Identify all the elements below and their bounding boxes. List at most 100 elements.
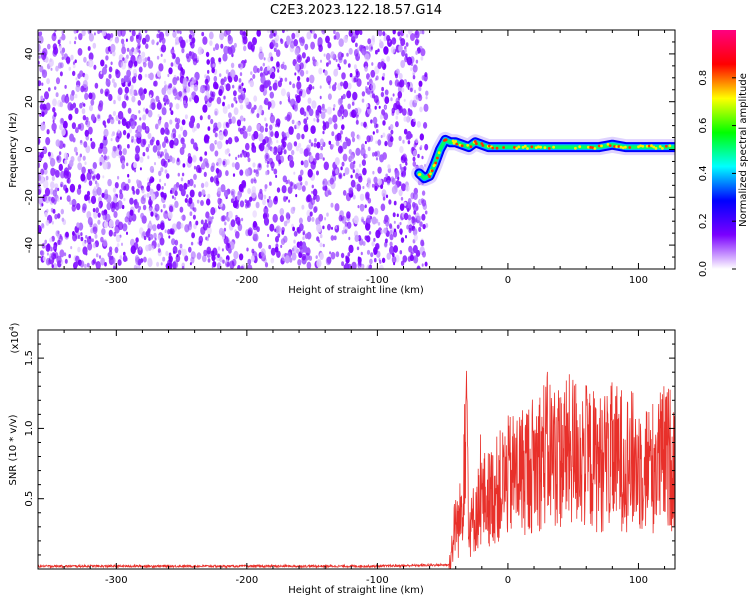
noise-speckle bbox=[73, 30, 77, 34]
noise-speckle bbox=[334, 203, 340, 212]
noise-speckle bbox=[218, 89, 223, 96]
noise-speckle bbox=[288, 126, 294, 135]
noise-speckle bbox=[314, 138, 317, 143]
colorbar: 0.00.20.40.60.8 Normalized spectral ampl… bbox=[698, 30, 749, 277]
signal-peak-point bbox=[652, 145, 656, 149]
noise-speckle bbox=[343, 172, 346, 177]
noise-speckle bbox=[117, 87, 123, 96]
noise-speckle bbox=[136, 179, 140, 185]
noise-speckle bbox=[310, 41, 315, 50]
noise-speckle bbox=[189, 81, 194, 88]
noise-speckle bbox=[128, 128, 132, 134]
noise-speckle bbox=[108, 229, 113, 237]
noise-speckle bbox=[373, 237, 376, 242]
noise-speckle bbox=[401, 108, 407, 116]
noise-speckle bbox=[389, 124, 394, 130]
noise-speckle bbox=[373, 95, 379, 104]
noise-speckle bbox=[121, 163, 125, 170]
noise-speckle bbox=[316, 118, 320, 123]
noise-speckle bbox=[189, 180, 193, 185]
noise-speckle bbox=[125, 38, 128, 42]
noise-speckle bbox=[315, 152, 320, 161]
noise-speckle bbox=[133, 199, 138, 206]
noise-speckle bbox=[359, 263, 362, 267]
noise-speckle bbox=[382, 193, 386, 198]
noise-speckle bbox=[287, 142, 293, 151]
noise-speckle bbox=[377, 61, 382, 70]
noise-speckle bbox=[252, 37, 257, 46]
noise-speckle bbox=[44, 91, 49, 100]
noise-speckle bbox=[319, 242, 323, 248]
noise-speckle bbox=[375, 157, 379, 161]
noise-speckle bbox=[264, 117, 267, 122]
noise-speckle bbox=[46, 208, 49, 213]
noise-speckle bbox=[368, 231, 372, 235]
noise-speckle bbox=[341, 124, 345, 130]
noise-speckle bbox=[120, 61, 127, 70]
noise-speckle bbox=[108, 66, 113, 73]
noise-speckle bbox=[393, 200, 397, 206]
colorbar-tick-label: 0.8 bbox=[698, 70, 709, 86]
noise-speckle bbox=[206, 59, 210, 65]
noise-speckle bbox=[90, 137, 93, 142]
noise-speckle bbox=[395, 115, 399, 120]
signal-peak-point bbox=[658, 145, 662, 148]
noise-speckle bbox=[125, 95, 129, 101]
noise-speckle bbox=[100, 88, 104, 95]
y-tick-label: 0.5 bbox=[24, 491, 35, 507]
noise-speckle bbox=[216, 169, 222, 178]
noise-speckle bbox=[266, 164, 269, 168]
noise-speckle bbox=[321, 106, 325, 111]
noise-speckle bbox=[38, 55, 41, 60]
noise-speckle bbox=[168, 67, 173, 75]
noise-speckle bbox=[394, 169, 400, 178]
noise-speckle bbox=[286, 35, 291, 43]
noise-speckle bbox=[340, 130, 343, 135]
noise-speckle bbox=[52, 49, 58, 57]
noise-speckle bbox=[108, 73, 112, 79]
noise-speckle bbox=[156, 183, 161, 191]
noise-speckle bbox=[209, 40, 213, 46]
noise-speckle bbox=[159, 237, 165, 246]
noise-speckle bbox=[282, 141, 287, 148]
noise-speckle bbox=[322, 157, 325, 161]
noise-speckle bbox=[259, 84, 265, 93]
noise-speckle bbox=[324, 70, 328, 76]
noise-speckle bbox=[345, 255, 348, 260]
noise-speckle bbox=[104, 262, 107, 267]
noise-speckle bbox=[337, 109, 343, 118]
noise-speckle bbox=[313, 117, 316, 122]
noise-speckle bbox=[165, 210, 168, 214]
noise-speckle bbox=[91, 259, 95, 266]
noise-speckle bbox=[264, 152, 270, 162]
noise-speckle bbox=[365, 45, 369, 51]
signal-peak-point bbox=[606, 142, 610, 146]
noise-speckle bbox=[58, 163, 63, 171]
noise-speckle bbox=[123, 75, 128, 83]
noise-speckle bbox=[181, 214, 186, 221]
colorbar-ticks: 0.00.20.40.60.8 bbox=[698, 70, 736, 277]
colorbar-tick-label: 0.2 bbox=[698, 213, 709, 229]
noise-speckle bbox=[142, 58, 145, 62]
noise-speckle bbox=[130, 84, 134, 90]
noise-speckle bbox=[401, 183, 406, 192]
noise-speckle bbox=[388, 223, 393, 229]
noise-speckle bbox=[260, 251, 264, 257]
noise-speckle bbox=[45, 175, 49, 181]
noise-speckle bbox=[242, 130, 248, 139]
noise-speckle bbox=[394, 184, 398, 191]
noise-speckle bbox=[172, 260, 179, 269]
noise-speckle bbox=[130, 54, 136, 64]
noise-speckle bbox=[270, 32, 274, 39]
noise-speckle bbox=[406, 224, 410, 230]
noise-speckle bbox=[362, 167, 367, 176]
noise-speckle bbox=[153, 232, 157, 239]
noise-speckle bbox=[411, 216, 415, 221]
noise-speckle bbox=[176, 91, 182, 101]
noise-speckle bbox=[100, 59, 105, 67]
noise-speckle bbox=[275, 236, 279, 243]
noise-speckle bbox=[198, 191, 202, 198]
noise-speckle bbox=[227, 104, 231, 110]
noise-speckle bbox=[64, 258, 68, 264]
